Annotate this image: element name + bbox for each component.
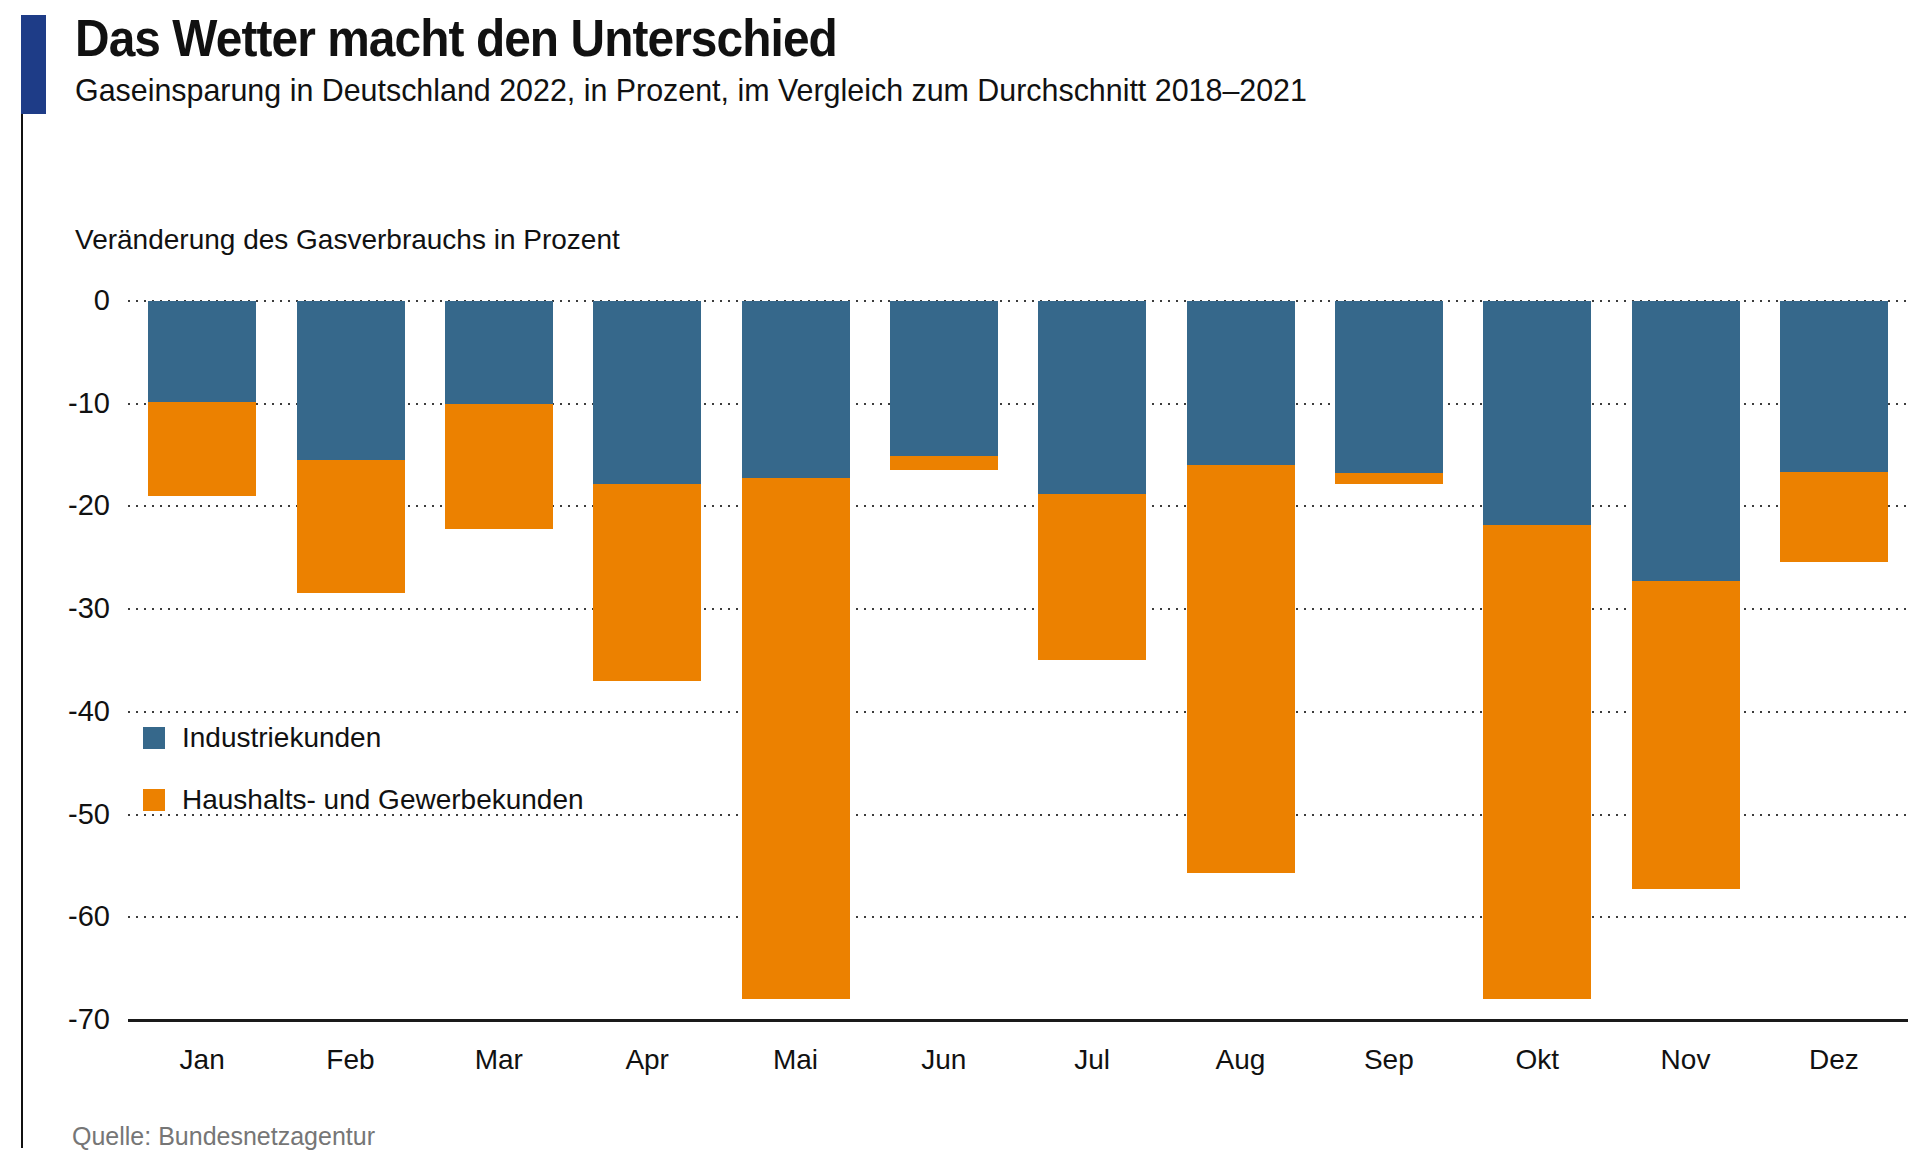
source-note: Quelle: Bundesnetzagentur <box>72 1122 375 1151</box>
bar-segment-okt-industriekunden <box>1483 301 1591 525</box>
y-tick-label: -20 <box>40 491 110 520</box>
bar-segment-jun-haushalts-und-gewerbekunden <box>890 456 998 470</box>
bar-segment-sep-industriekunden <box>1335 301 1443 473</box>
bar-segment-mar-haushalts-und-gewerbekunden <box>445 404 553 529</box>
chart-subtitle: Gaseinsparung in Deutschland 2022, in Pr… <box>75 72 1307 109</box>
bar-segment-aug-industriekunden <box>1187 301 1295 465</box>
y-tick-label: -40 <box>40 697 110 726</box>
gridline--60 <box>128 916 1908 918</box>
y-tick-label: 0 <box>40 286 110 315</box>
bar-segment-mai-haushalts-und-gewerbekunden <box>742 478 850 1000</box>
x-tick-label-apr: Apr <box>573 1044 721 1076</box>
legend-item-industriekunden: Industriekunden <box>143 722 584 754</box>
x-tick-label-mai: Mai <box>721 1044 869 1076</box>
bar-segment-apr-haushalts-und-gewerbekunden <box>593 484 701 681</box>
bar-segment-aug-haushalts-und-gewerbekunden <box>1187 465 1295 873</box>
bar-segment-nov-haushalts-und-gewerbekunden <box>1632 581 1740 888</box>
bar-segment-apr-industriekunden <box>593 301 701 484</box>
legend-item-haushalts-gewerbekunden: Haushalts- und Gewerbekunden <box>143 784 584 816</box>
x-tick-label-dez: Dez <box>1760 1044 1908 1076</box>
x-tick-label-nov: Nov <box>1611 1044 1759 1076</box>
plot-area: 0-10-20-30-40-50-60-70JanFebMarAprMaiJun… <box>128 301 1908 1020</box>
left-rule-line <box>21 15 23 1148</box>
y-axis-label: Veränderung des Gasverbrauchs in Prozent <box>75 224 620 256</box>
bar-segment-jan-industriekunden <box>148 301 256 402</box>
industry-swatch-icon <box>143 727 165 749</box>
legend: Industriekunden Haushalts- und Gewerbeku… <box>143 722 584 816</box>
chart-canvas: Das Wetter macht den Unterschied Gaseins… <box>0 0 1920 1168</box>
x-axis-line <box>128 1019 1908 1022</box>
bar-segment-dez-haushalts-und-gewerbekunden <box>1780 472 1888 562</box>
bar-segment-okt-haushalts-und-gewerbekunden <box>1483 525 1591 1000</box>
bar-segment-feb-haushalts-und-gewerbekunden <box>297 460 405 593</box>
bar-segment-dez-industriekunden <box>1780 301 1888 472</box>
bar-segment-mar-industriekunden <box>445 301 553 404</box>
x-tick-label-okt: Okt <box>1463 1044 1611 1076</box>
household-swatch-icon <box>143 789 165 811</box>
x-tick-label-mar: Mar <box>425 1044 573 1076</box>
x-tick-label-sep: Sep <box>1315 1044 1463 1076</box>
bar-segment-jun-industriekunden <box>890 301 998 456</box>
bar-segment-nov-industriekunden <box>1632 301 1740 581</box>
x-tick-label-aug: Aug <box>1166 1044 1314 1076</box>
x-tick-label-feb: Feb <box>276 1044 424 1076</box>
y-tick-label: -60 <box>40 902 110 931</box>
y-tick-label: -70 <box>40 1005 110 1034</box>
y-tick-label: -50 <box>40 800 110 829</box>
accent-bar <box>21 15 46 114</box>
x-tick-label-jun: Jun <box>870 1044 1018 1076</box>
bar-segment-mai-industriekunden <box>742 301 850 478</box>
bar-segment-sep-haushalts-und-gewerbekunden <box>1335 473 1443 484</box>
x-tick-label-jul: Jul <box>1018 1044 1166 1076</box>
y-tick-label: -10 <box>40 389 110 418</box>
page-title: Das Wetter macht den Unterschied <box>75 8 837 68</box>
y-tick-label: -30 <box>40 594 110 623</box>
bar-segment-jul-haushalts-und-gewerbekunden <box>1038 494 1146 660</box>
legend-label: Haushalts- und Gewerbekunden <box>182 784 584 816</box>
x-tick-label-jan: Jan <box>128 1044 276 1076</box>
bar-segment-jan-haushalts-und-gewerbekunden <box>148 402 256 496</box>
bar-segment-jul-industriekunden <box>1038 301 1146 494</box>
bar-segment-feb-industriekunden <box>297 301 405 460</box>
legend-label: Industriekunden <box>182 722 381 754</box>
